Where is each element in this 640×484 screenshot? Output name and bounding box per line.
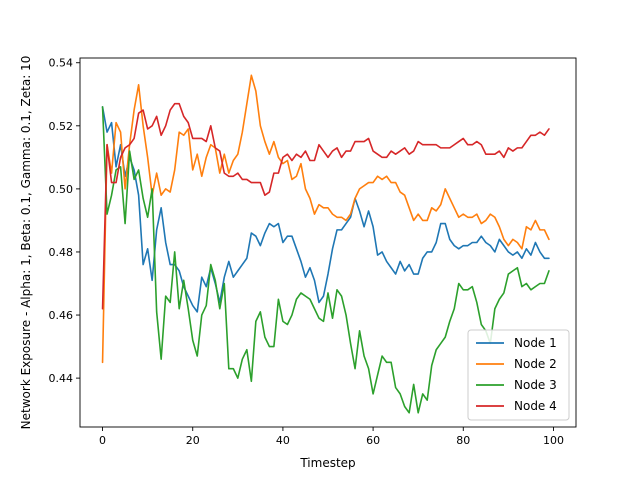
legend-label-node-1: Node 1 (514, 336, 557, 350)
legend-label-node-4: Node 4 (514, 399, 557, 413)
y-tick-label: 0.46 (49, 309, 74, 322)
axes-frame (79, 57, 577, 428)
x-tick-label: 100 (543, 434, 564, 447)
series-line-node-2 (101, 74, 550, 364)
legend-box (467, 329, 570, 421)
y-tick-label: 0.48 (49, 246, 74, 259)
legend-label-node-2: Node 2 (514, 357, 557, 371)
y-axis-label: Network Exposure - Alpha: 1, Beta: 0.1, … (19, 56, 33, 430)
legend-label-node-3: Node 3 (514, 378, 557, 392)
x-tick-label: 60 (366, 434, 380, 447)
x-tick-label: 40 (276, 434, 290, 447)
y-tick-label: 0.50 (49, 183, 74, 196)
y-tick-label: 0.54 (49, 57, 74, 70)
legend: Node 1 Node 2 Node 3 Node 4 (467, 329, 570, 421)
series-line-node-4 (101, 102, 550, 310)
y-tick-label: 0.44 (49, 372, 74, 385)
x-tick-label: 0 (99, 434, 106, 447)
series-line-node-1 (101, 106, 550, 313)
series-line-node-3 (101, 106, 550, 414)
y-tick-label: 0.52 (49, 120, 74, 133)
x-tick-label: 80 (456, 434, 470, 447)
x-tick-label: 20 (186, 434, 200, 447)
axes-layer: 0 20 40 60 80 100 0.44 0.46 0.48 0.50 0.52 0.54 (49, 57, 577, 447)
series-layer (101, 74, 550, 414)
x-axis-label: Timestep (299, 456, 355, 470)
